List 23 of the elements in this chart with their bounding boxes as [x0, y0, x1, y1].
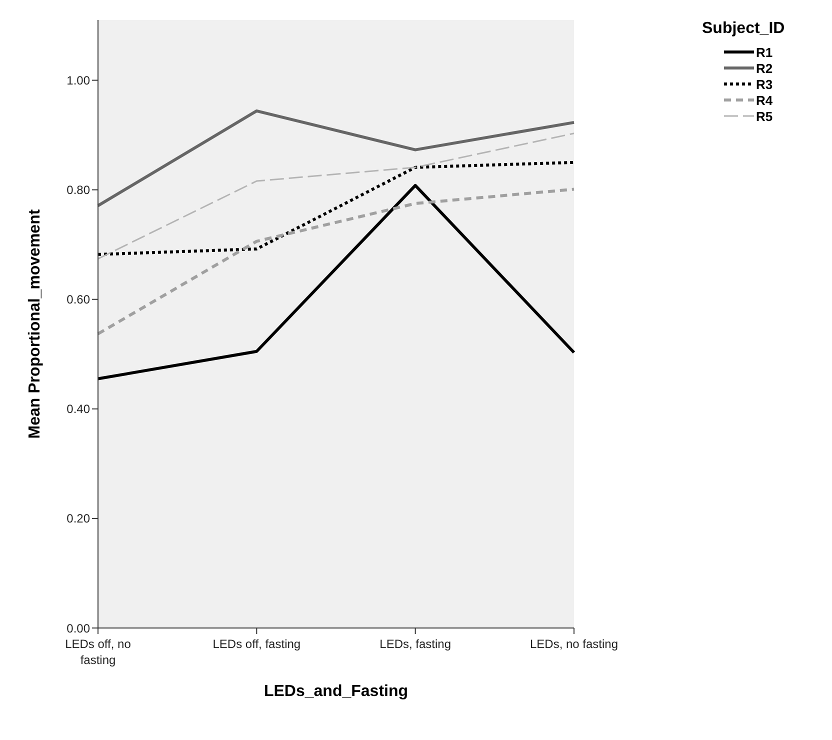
x-tick-label: LEDs off, fasting: [212, 637, 301, 651]
legend-title: Subject_ID: [702, 20, 786, 38]
line-series: [97, 132, 575, 260]
y-axis-title: Mean Proportional_movement: [26, 208, 44, 439]
x-tick-label: LEDs, fasting: [380, 637, 452, 651]
x-tick-label: LEDs off, no fasting: [65, 637, 132, 667]
y-tick-label: 0.20: [66, 512, 90, 526]
y-tick-label: 1.00: [66, 74, 90, 88]
line-series: [96, 188, 576, 336]
line-series: [96, 109, 576, 208]
y-tick-label: 0.00: [66, 621, 90, 636]
legend-label: R5: [755, 108, 774, 124]
x-axis-title: LEDs_and_Fasting: [264, 683, 408, 700]
legend-label: R1: [755, 44, 774, 60]
legend-label: R3: [755, 76, 774, 92]
legend-label: R2: [755, 60, 774, 76]
line-series: [96, 160, 576, 256]
y-tick-label: 0.40: [66, 402, 90, 416]
x-tick-label: LEDs, no fasting: [530, 637, 618, 651]
legend-label: R4: [755, 92, 774, 108]
y-tick-label: 0.60: [66, 292, 90, 307]
line-series: [96, 184, 576, 380]
y-tick-label: 0.80: [66, 183, 90, 198]
